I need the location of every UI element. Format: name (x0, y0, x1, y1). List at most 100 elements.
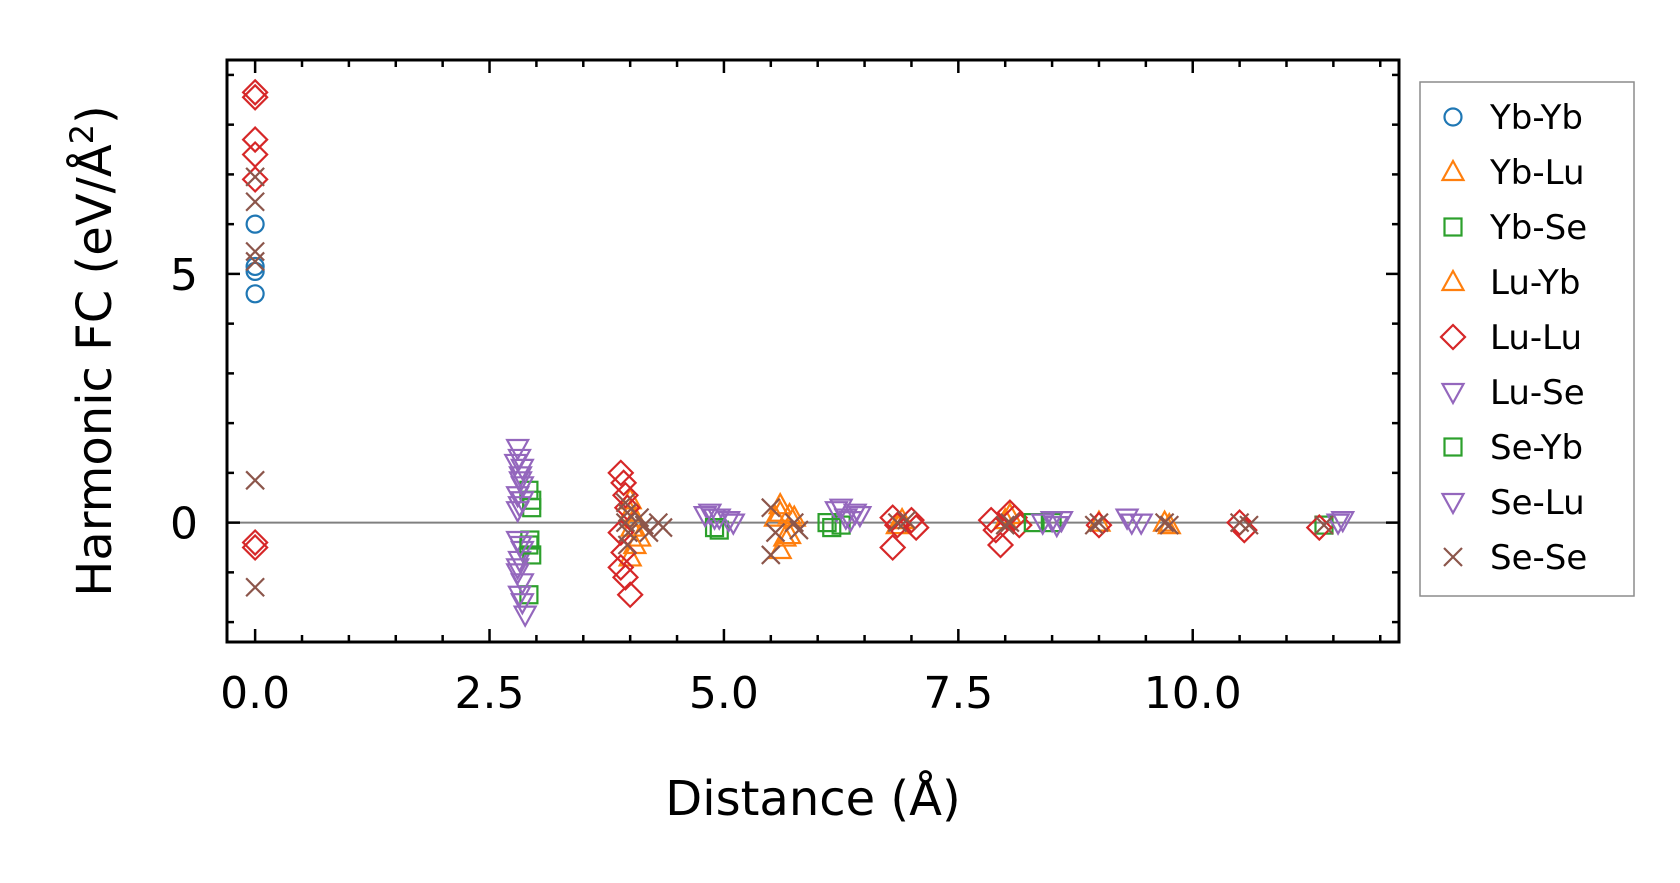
legend-entry-yb-yb: Yb-Yb (1443, 98, 1583, 138)
data-point-lu-lu-21 (977, 506, 1005, 534)
series-lu-lu (241, 78, 1333, 609)
legend-marker-yb-yb (1443, 107, 1463, 127)
legend-marker-lu-se (1440, 382, 1466, 406)
data-point-se-lu-14 (1030, 513, 1056, 536)
y-axis-title-main: Harmonic FC (eV/Å (66, 144, 123, 597)
data-point-se-lu-3 (505, 501, 531, 524)
legend-label: Se-Yb (1490, 428, 1583, 468)
legend-label: Yb-Yb (1489, 98, 1583, 138)
data-point-lu-lu-23 (986, 531, 1015, 559)
legend-marker-lu-lu (1439, 323, 1467, 351)
y-axis-title: Harmonic FC (eV/Å2) (63, 105, 123, 597)
data-point-se-se-24 (1000, 512, 1020, 533)
data-point-se-lu-0 (503, 453, 529, 477)
legend-entry-lu-yb: Lu-Yb (1440, 263, 1580, 303)
legend-marker-yb-lu (1440, 158, 1466, 182)
data-point-yb-yb-0 (245, 214, 265, 234)
data-point-lu-lu-1 (241, 83, 269, 111)
data-point-se-se-2 (245, 241, 265, 262)
x-tick-label: 2.5 (455, 668, 525, 719)
data-point-se-se-1 (245, 191, 265, 212)
y-tick-label: 5 (170, 250, 198, 301)
legend-entry-lu-se: Lu-Se (1440, 373, 1585, 413)
legend-entry-yb-lu: Yb-Lu (1440, 153, 1585, 193)
data-point-lu-lu-6 (241, 533, 269, 562)
data-point-lu-lu-2 (241, 126, 269, 154)
data-point-lu-lu-4 (241, 165, 269, 193)
x-axis-title: Distance (Å) (665, 770, 960, 827)
data-point-lu-lu-0 (241, 78, 269, 106)
legend-marker-se-yb (1443, 437, 1463, 457)
y-axis-title-close: ) (67, 105, 123, 124)
data-point-yb-se-6 (817, 513, 837, 533)
data-point-lu-lu-14 (611, 563, 640, 591)
data-point-lu-lu-7 (607, 459, 635, 487)
data-point-se-se-16 (761, 497, 781, 518)
data-point-se-se-3 (245, 251, 265, 272)
legend-marker-se-lu (1440, 492, 1466, 516)
data-point-se-se-31 (1314, 515, 1334, 535)
data-point-yb-lu-4 (763, 504, 788, 527)
axis-ticks (227, 60, 1399, 642)
data-point-se-se-26 (1089, 512, 1109, 533)
x-tick-label: 10.0 (1144, 668, 1242, 719)
data-point-yb-yb-1 (245, 256, 265, 277)
data-point-se-lu-11 (828, 498, 854, 521)
legend-label: Lu-Lu (1490, 318, 1582, 358)
data-point-lu-lu-18 (879, 533, 907, 562)
data-point-lu-lu-3 (241, 140, 269, 169)
series-yb-se (519, 480, 1334, 605)
data-point-se-se-25 (1084, 515, 1105, 535)
legend-marker-se-se (1443, 547, 1463, 567)
data-point-lu-lu-25 (1001, 504, 1029, 532)
y-tick-label: 0 (170, 499, 198, 550)
data-point-se-lu-6 (509, 593, 535, 616)
data-point-se-lu-5 (505, 558, 531, 581)
data-point-lu-lu-15 (616, 581, 644, 609)
data-point-yb-yb-3 (245, 284, 265, 304)
legend-label: Lu-Se (1490, 373, 1585, 413)
data-point-se-lu-16 (1119, 513, 1145, 536)
plot-frame (225, 58, 1401, 644)
data-point-se-lu-12 (838, 511, 863, 534)
data-point-se-lu-8 (692, 506, 718, 529)
data-point-lu-lu-8 (610, 469, 638, 497)
legend-items: Yb-Yb Yb-Lu Yb-Se Lu-Yb Lu-Lu Lu-Se Se-Yb Se-Lu… (1439, 98, 1587, 578)
legend: Yb-Yb Yb-Lu Yb-Se Lu-Yb Lu-Lu Lu-Se Se-Yb Se-Lu… (1419, 81, 1635, 597)
data-point-lu-se-13 (697, 503, 723, 526)
series-se-lu (503, 453, 1356, 628)
data-point-se-lu-17 (1330, 511, 1356, 534)
legend-entry-yb-se: Yb-Se (1443, 208, 1587, 248)
data-point-se-se-20 (789, 520, 809, 540)
data-point-se-se-22 (896, 510, 917, 530)
data-point-se-se-15 (653, 517, 673, 538)
x-tick-label: 0.0 (220, 668, 290, 719)
data-point-se-se-17 (765, 522, 786, 543)
data-point-se-se-18 (761, 545, 781, 565)
data-point-yb-se-3 (522, 545, 542, 565)
legend-marker-yb-se (1443, 217, 1463, 237)
data-point-se-se-5 (245, 577, 265, 598)
data-point-lu-lu-20 (902, 514, 930, 542)
data-point-lu-lu-13 (607, 553, 635, 581)
legend-label: Yb-Lu (1489, 153, 1585, 193)
legend-label: Se-Se (1490, 538, 1587, 578)
data-point-se-se-10 (617, 535, 638, 555)
data-point-se-se-0 (245, 167, 265, 187)
data-point-lu-lu-5 (241, 528, 269, 557)
legend-label: Yb-Se (1489, 208, 1587, 248)
data-point-lu-lu-9 (611, 481, 640, 509)
legend-entry-se-se: Se-Se (1443, 538, 1587, 578)
data-point-se-se-23 (995, 515, 1015, 535)
legend-label: Se-Lu (1490, 483, 1585, 523)
data-point-se-lu-13 (847, 506, 873, 529)
data-point-se-lu-1 (508, 471, 533, 494)
data-point-lu-se-11 (509, 573, 535, 596)
data-point-se-lu-10 (720, 513, 746, 536)
series-se-se (245, 167, 1334, 598)
data-point-se-lu-15 (1049, 511, 1074, 534)
data-point-lu-lu-28 (1226, 509, 1254, 537)
legend-label: Lu-Yb (1490, 263, 1580, 303)
axis-tick-labels: 0.0 2.5 5.0 7.5 10.0 0 5 (170, 250, 1242, 719)
